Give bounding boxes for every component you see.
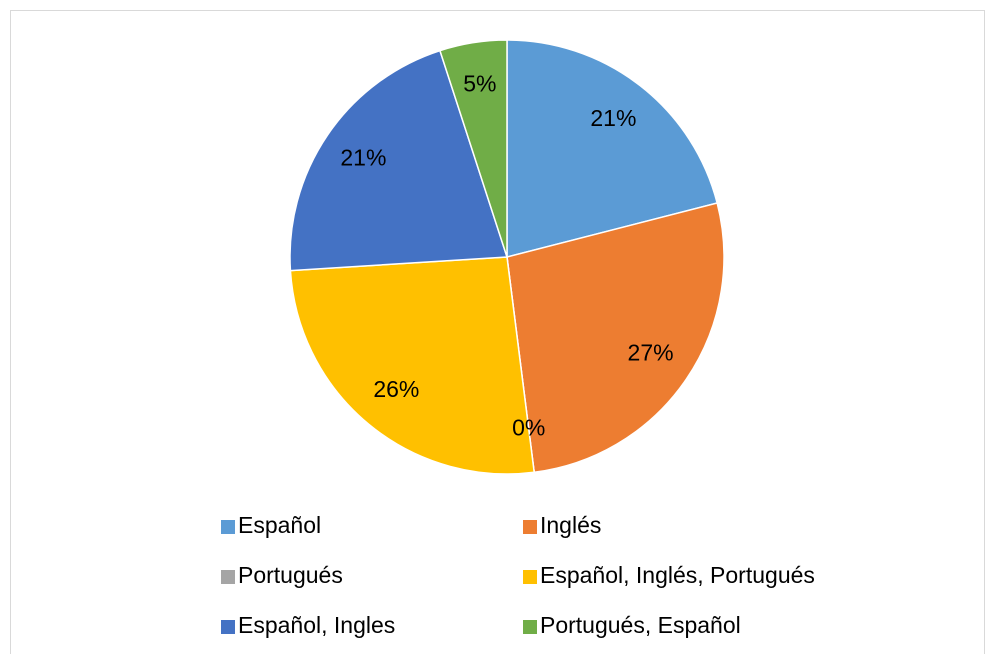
data-label: 5% [463, 71, 496, 97]
data-label: 26% [373, 376, 419, 402]
data-label: 0% [512, 414, 545, 440]
pie-slice [438, 39, 508, 258]
legend-swatch [221, 520, 235, 534]
legend-swatch [523, 520, 537, 534]
pie-slice [289, 256, 536, 475]
legend-label: Portugués [238, 562, 343, 588]
legend-swatch [523, 620, 537, 634]
legend-label: Español, Ingles [238, 612, 395, 638]
pie-slice [289, 49, 509, 272]
data-label: 21% [340, 145, 386, 171]
legend-label: Español, Inglés, Portugués [540, 562, 815, 588]
legend-swatch [523, 570, 537, 584]
data-label: 27% [628, 340, 674, 366]
legend-label: Español [238, 512, 321, 538]
pie-slice [506, 202, 725, 474]
legend-swatch [221, 620, 235, 634]
data-label: 21% [590, 105, 636, 131]
chart-frame [10, 10, 985, 659]
legend-swatch [221, 570, 235, 584]
legend-label: Portugués, Español [540, 612, 741, 638]
legend-label: Inglés [540, 512, 601, 538]
pie-slice [506, 39, 719, 258]
